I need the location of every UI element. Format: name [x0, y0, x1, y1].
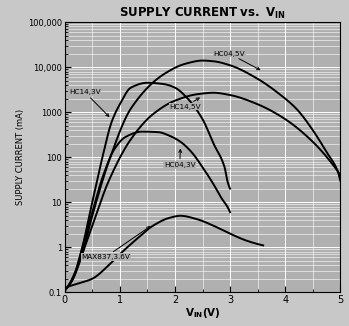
- Text: HC04,3V: HC04,3V: [164, 150, 195, 168]
- Text: HC14,3V: HC14,3V: [69, 89, 109, 116]
- Y-axis label: SUPPLY CURRENT (mA): SUPPLY CURRENT (mA): [16, 109, 25, 205]
- Title: $\bf{SUPPLY\ CURRENT\ vs.\ V_{IN}}$: $\bf{SUPPLY\ CURRENT\ vs.\ V_{IN}}$: [119, 6, 286, 21]
- Text: HC04,5V: HC04,5V: [214, 51, 260, 70]
- Text: MAX837,3.6V: MAX837,3.6V: [81, 227, 150, 260]
- X-axis label: $\mathbf{V_{IN}(V)}$: $\mathbf{V_{IN}(V)}$: [185, 306, 221, 320]
- Text: HC14,5V: HC14,5V: [169, 98, 201, 110]
